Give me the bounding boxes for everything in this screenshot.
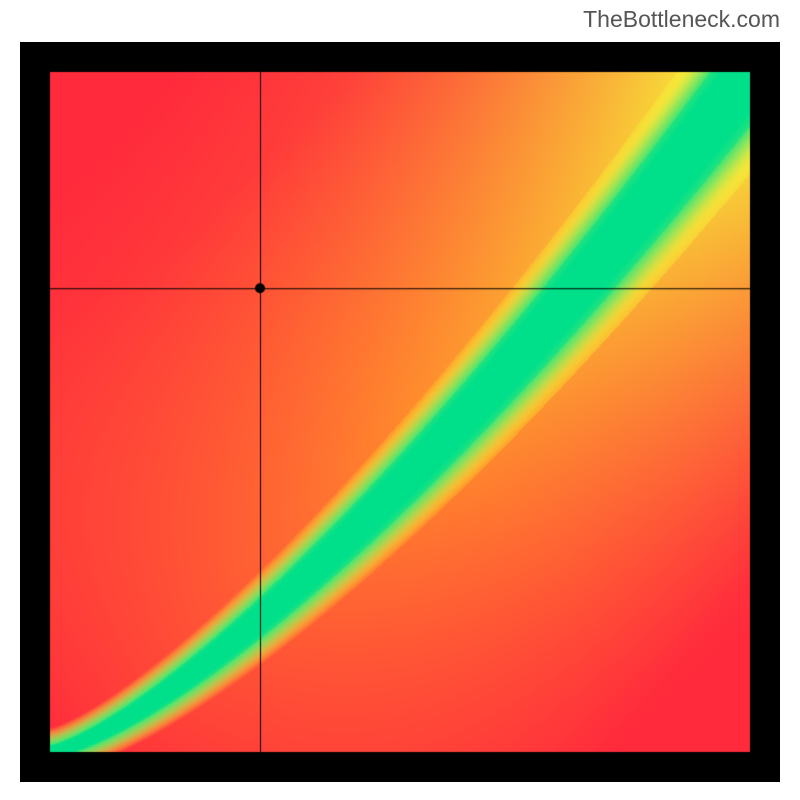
attribution-text: TheBottleneck.com	[583, 6, 780, 33]
bottleneck-heatmap	[20, 42, 780, 782]
heatmap-canvas	[20, 42, 780, 782]
